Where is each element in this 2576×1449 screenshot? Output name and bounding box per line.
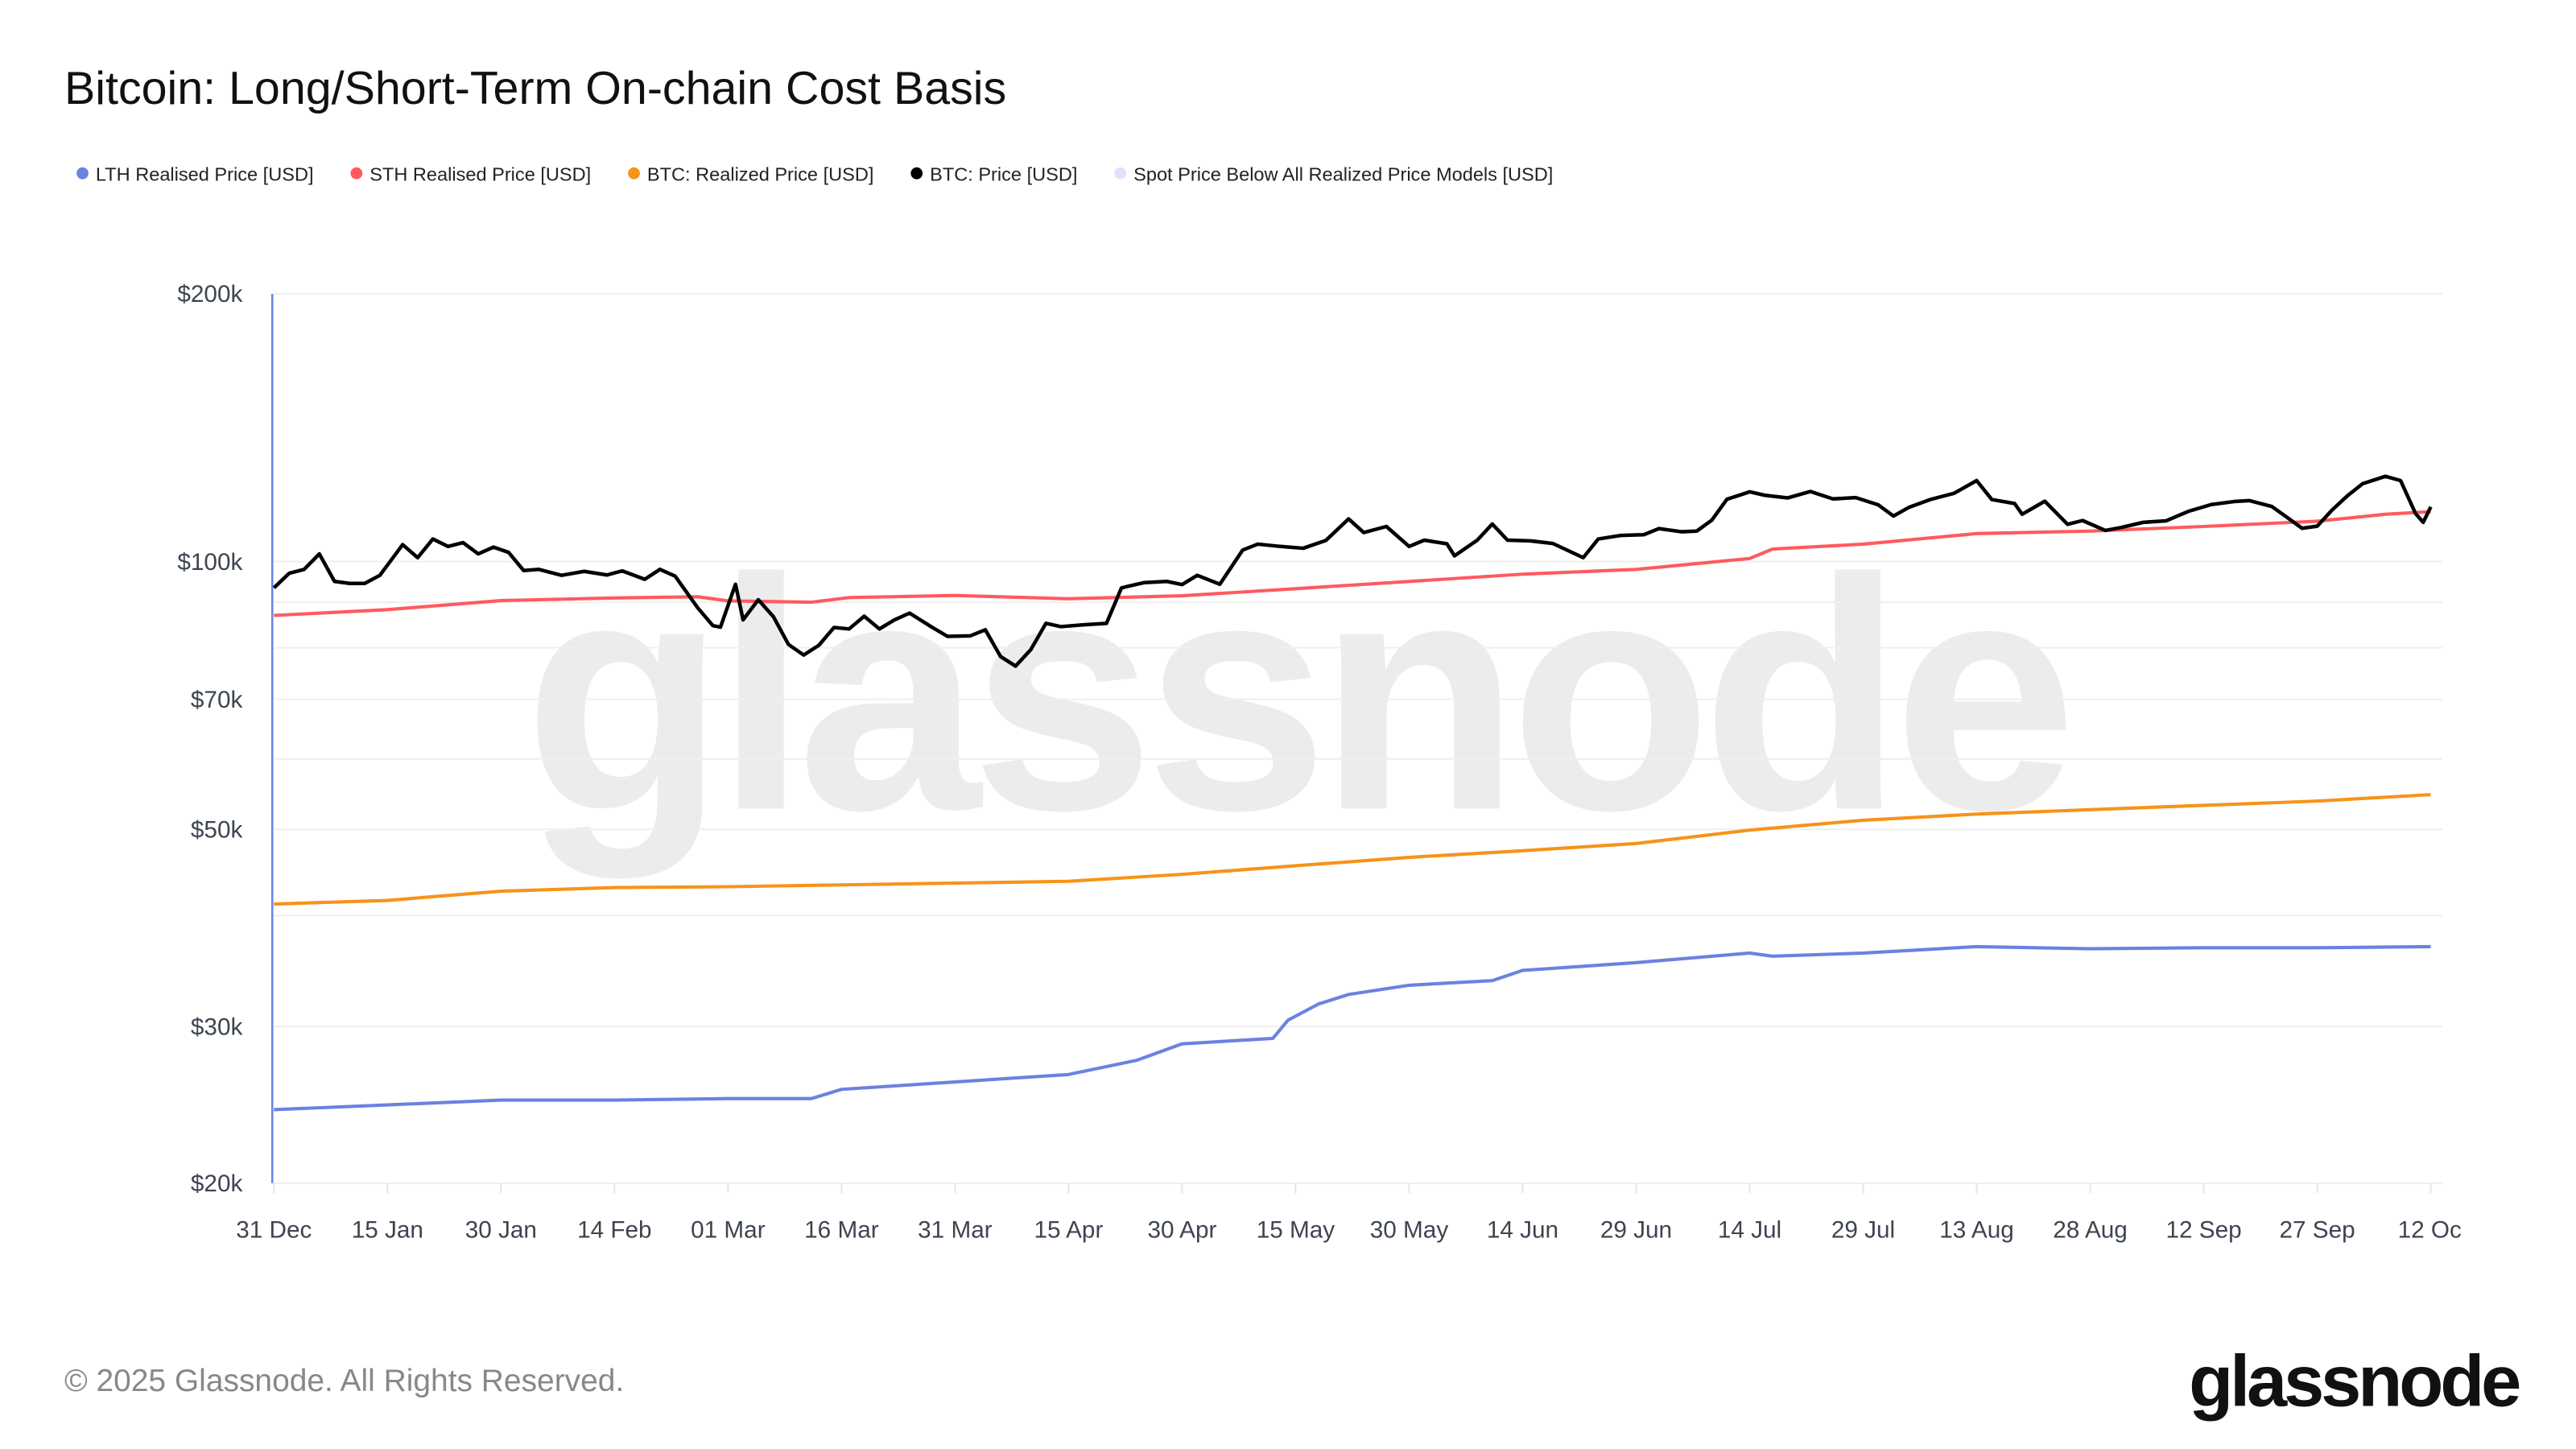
glassnode-logo: glassnode	[2189, 1341, 2520, 1422]
legend-entry: BTC: Price [USD]	[930, 164, 1077, 185]
x-tick-label: 14 Feb	[577, 1217, 652, 1244]
legend-entry: LTH Realised Price [USD]	[96, 164, 314, 185]
x-tick-label: 14 Jul	[1718, 1217, 1781, 1244]
x-tick-label: 28 Aug	[2053, 1217, 2128, 1244]
y-axis: $200k $100k $70k $50k $30k $20k	[177, 281, 242, 1197]
y-tick-label: $50k	[191, 816, 243, 843]
x-tick-label: 12 Sep	[2165, 1217, 2241, 1244]
y-tick-label: $20k	[191, 1170, 243, 1197]
legend: LTH Realised Price [USD] STH Realised Pri…	[76, 164, 1553, 185]
series-lines	[272, 474, 2433, 1112]
legend-marker-icon	[76, 167, 89, 180]
x-tick-label: 13 Aug	[1939, 1217, 2014, 1244]
chart-title: Bitcoin: Long/Short-Term On-chain Cost B…	[64, 63, 1006, 114]
legend-marker-icon	[350, 167, 363, 180]
y-tick-label: $200k	[177, 281, 242, 308]
x-tick-label: 31 Mar	[918, 1217, 993, 1244]
x-tick-label: 29 Jul	[1831, 1217, 1895, 1244]
y-tick-label: $30k	[191, 1014, 243, 1041]
copyright-footer: © 2025 Glassnode. All Rights Reserved.	[64, 1364, 624, 1398]
legend-entry: STH Realised Price [USD]	[369, 164, 591, 185]
x-tick-label: 15 May	[1257, 1217, 1335, 1244]
x-tick-label: 30 May	[1370, 1217, 1449, 1244]
x-tick-label: 31 Dec	[236, 1217, 312, 1244]
x-tick-label: 30 Apr	[1147, 1217, 1216, 1244]
x-tick-label: 27 Sep	[2279, 1217, 2355, 1244]
legend-entry: Spot Price Below All Realized Price Mode…	[1133, 164, 1553, 185]
x-tick-label: 15 Apr	[1034, 1217, 1103, 1244]
x-tick-label: 12 Oc	[2398, 1217, 2462, 1244]
y-tick-label: $70k	[191, 687, 243, 713]
legend-marker-icon	[1114, 167, 1127, 180]
x-tick-label: 30 Jan	[465, 1217, 537, 1244]
x-tick-label: 15 Jan	[352, 1217, 423, 1244]
x-tick-label: 01 Mar	[691, 1217, 766, 1244]
watermark: glassnode	[524, 510, 2069, 881]
legend-marker-icon	[910, 167, 923, 180]
x-tick-label: 16 Mar	[804, 1217, 879, 1244]
gridlines	[271, 292, 2442, 1194]
series-line-0	[274, 944, 2431, 1112]
y-tick-label: $100k	[177, 549, 242, 576]
legend-entry: BTC: Realized Price [USD]	[647, 164, 874, 185]
x-tick-label: 14 Jun	[1487, 1217, 1558, 1244]
series-line-2	[274, 793, 2431, 906]
legend-marker-icon	[628, 167, 640, 180]
x-tick-label: 29 Jun	[1600, 1217, 1672, 1244]
series-line-3	[272, 474, 2433, 668]
x-axis: 31 Dec 15 Jan 30 Jan 14 Feb 01 Mar 16 Mar 31 M…	[236, 1217, 2462, 1244]
